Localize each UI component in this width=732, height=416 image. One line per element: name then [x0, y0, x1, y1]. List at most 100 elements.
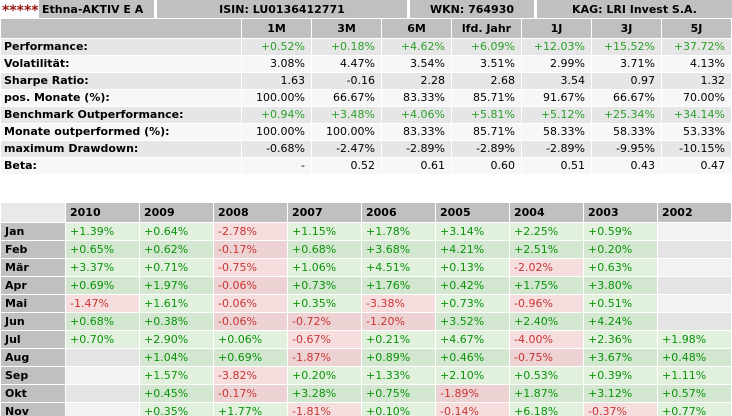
stats-value-cell: 91.67% — [522, 90, 591, 106]
month-label: Nov — [1, 403, 65, 416]
stats-row-label: Beta: — [1, 158, 241, 174]
stats-row: Benchmark Outperformance: +0.94% +3.48% +4.… — [1, 107, 731, 123]
monthly-value-cell: +0.62% — [140, 241, 213, 258]
stats-value-cell: 53.33% — [662, 124, 731, 140]
monthly-header-row: 2010 2009 2008 2007 2006 2005 2004 2003 2002 — [1, 203, 731, 222]
monthly-value-cell: +0.64% — [140, 223, 213, 240]
month-label: Aug — [1, 349, 65, 366]
monthly-value-cell — [66, 403, 139, 416]
stats-value-cell: +5.12% — [522, 107, 591, 123]
monthly-row: Feb +0.65% +0.62% -0.17% +0.68% +3.68% +4.21% +… — [1, 241, 731, 258]
stats-value-cell: 66.67% — [592, 90, 661, 106]
monthly-value-cell: +1.33% — [362, 367, 435, 384]
monthly-value-cell: +0.46% — [436, 349, 509, 366]
stats-value-cell: 58.33% — [592, 124, 661, 140]
stats-value-cell: 1.32 — [662, 73, 731, 89]
monthly-value-cell: +3.12% — [584, 385, 657, 402]
year-header: 2010 — [66, 203, 139, 222]
month-label: Okt — [1, 385, 65, 402]
monthly-value-cell: +3.28% — [288, 385, 361, 402]
stats-value-cell: 0.60 — [452, 158, 521, 174]
stats-row-label: pos. Monate (%): — [1, 90, 241, 106]
monthly-value-cell: +1.78% — [362, 223, 435, 240]
monthly-value-cell: +1.61% — [140, 295, 213, 312]
month-label: Feb — [1, 241, 65, 258]
rating-stars-icon: ***** — [0, 0, 39, 18]
monthly-value-cell: +0.39% — [584, 367, 657, 384]
stats-value-cell: 1.63 — [242, 73, 311, 89]
monthly-value-cell: +0.63% — [584, 259, 657, 276]
stats-value-cell: 2.28 — [382, 73, 451, 89]
monthly-value-cell: -1.89% — [436, 385, 509, 402]
stats-row: Performance: +0.52% +0.18% +4.62% +6.09% +12.… — [1, 39, 731, 55]
monthly-value-cell: +1.06% — [288, 259, 361, 276]
stats-table-body: Performance: +0.52% +0.18% +4.62% +6.09% +12.… — [1, 39, 731, 174]
table-spacer — [0, 175, 732, 202]
monthly-row: Mai -1.47% +1.61% -0.06% +0.35% -3.38% +0.73% -… — [1, 295, 731, 312]
stats-value-cell: +37.72% — [662, 39, 731, 55]
stats-header-row: 1M 3M 6M lfd. Jahr 1J 3J 5J — [1, 19, 731, 38]
stats-value-cell: 70.00% — [662, 90, 731, 106]
monthly-header-corner — [1, 203, 65, 222]
monthly-value-cell — [658, 313, 731, 330]
stats-value-cell: - — [242, 158, 311, 174]
year-header: 2009 — [140, 203, 213, 222]
stats-value-cell: -10.15% — [662, 141, 731, 157]
monthly-value-cell: -0.75% — [510, 349, 583, 366]
monthly-value-cell: +0.89% — [362, 349, 435, 366]
monthly-value-cell: -0.17% — [214, 385, 287, 402]
monthly-value-cell: +2.25% — [510, 223, 583, 240]
monthly-value-cell: +1.97% — [140, 277, 213, 294]
stats-value-cell: 85.71% — [452, 124, 521, 140]
year-header: 2008 — [214, 203, 287, 222]
stats-col-header: 6M — [382, 19, 451, 38]
monthly-value-cell: -2.78% — [214, 223, 287, 240]
stats-value-cell: 3.54 — [522, 73, 591, 89]
monthly-value-cell: +0.75% — [362, 385, 435, 402]
stats-value-cell: 0.43 — [592, 158, 661, 174]
monthly-value-cell: +0.42% — [436, 277, 509, 294]
monthly-value-cell: +1.87% — [510, 385, 583, 402]
stats-value-cell: 83.33% — [382, 90, 451, 106]
stats-value-cell: 100.00% — [242, 124, 311, 140]
month-label: Mai — [1, 295, 65, 312]
fund-name: Ethna-AKTIV E A — [39, 0, 154, 18]
year-header: 2006 — [362, 203, 435, 222]
monthly-value-cell: +4.51% — [362, 259, 435, 276]
stats-row-label: Monate outperformed (%): — [1, 124, 241, 140]
monthly-value-cell: +0.69% — [214, 349, 287, 366]
monthly-value-cell: -1.81% — [288, 403, 361, 416]
monthly-value-cell — [658, 259, 731, 276]
monthly-value-cell: -0.37% — [584, 403, 657, 416]
monthly-value-cell: -0.06% — [214, 277, 287, 294]
monthly-value-cell: +0.51% — [584, 295, 657, 312]
monthly-row: Mär +3.37% +0.71% -0.75% +1.06% +4.51% +0.13% -… — [1, 259, 731, 276]
stats-value-cell: 3.08% — [242, 56, 311, 72]
monthly-value-cell: -0.67% — [288, 331, 361, 348]
monthly-value-cell: +1.39% — [66, 223, 139, 240]
stats-row: Volatilität: 3.08% 4.47% 3.54% 3.51% 2.99% 3.7… — [1, 56, 731, 72]
monthly-value-cell: +1.15% — [288, 223, 361, 240]
monthly-value-cell: +0.73% — [288, 277, 361, 294]
year-header: 2003 — [584, 203, 657, 222]
year-header: 2004 — [510, 203, 583, 222]
stats-value-cell: +25.34% — [592, 107, 661, 123]
stats-value-cell: -9.95% — [592, 141, 661, 157]
monthly-value-cell — [66, 349, 139, 366]
monthly-value-cell: +0.70% — [66, 331, 139, 348]
stats-value-cell: 100.00% — [242, 90, 311, 106]
stats-value-cell: +4.62% — [382, 39, 451, 55]
stats-col-header: lfd. Jahr — [452, 19, 521, 38]
monthly-value-cell: +0.06% — [214, 331, 287, 348]
stats-value-cell: 3.51% — [452, 56, 521, 72]
stats-row: Beta: -0.52 0.61 0.60 0.51 0.43 0.47 — [1, 158, 731, 174]
monthly-value-cell: +4.21% — [436, 241, 509, 258]
monthly-value-cell: +0.21% — [362, 331, 435, 348]
monthly-value-cell: -2.02% — [510, 259, 583, 276]
stats-value-cell: +34.14% — [662, 107, 731, 123]
stats-row: pos. Monate (%): 100.00% 66.67% 83.33% 85.71… — [1, 90, 731, 106]
monthly-value-cell: +0.10% — [362, 403, 435, 416]
monthly-value-cell: +0.69% — [66, 277, 139, 294]
monthly-value-cell: +0.35% — [288, 295, 361, 312]
